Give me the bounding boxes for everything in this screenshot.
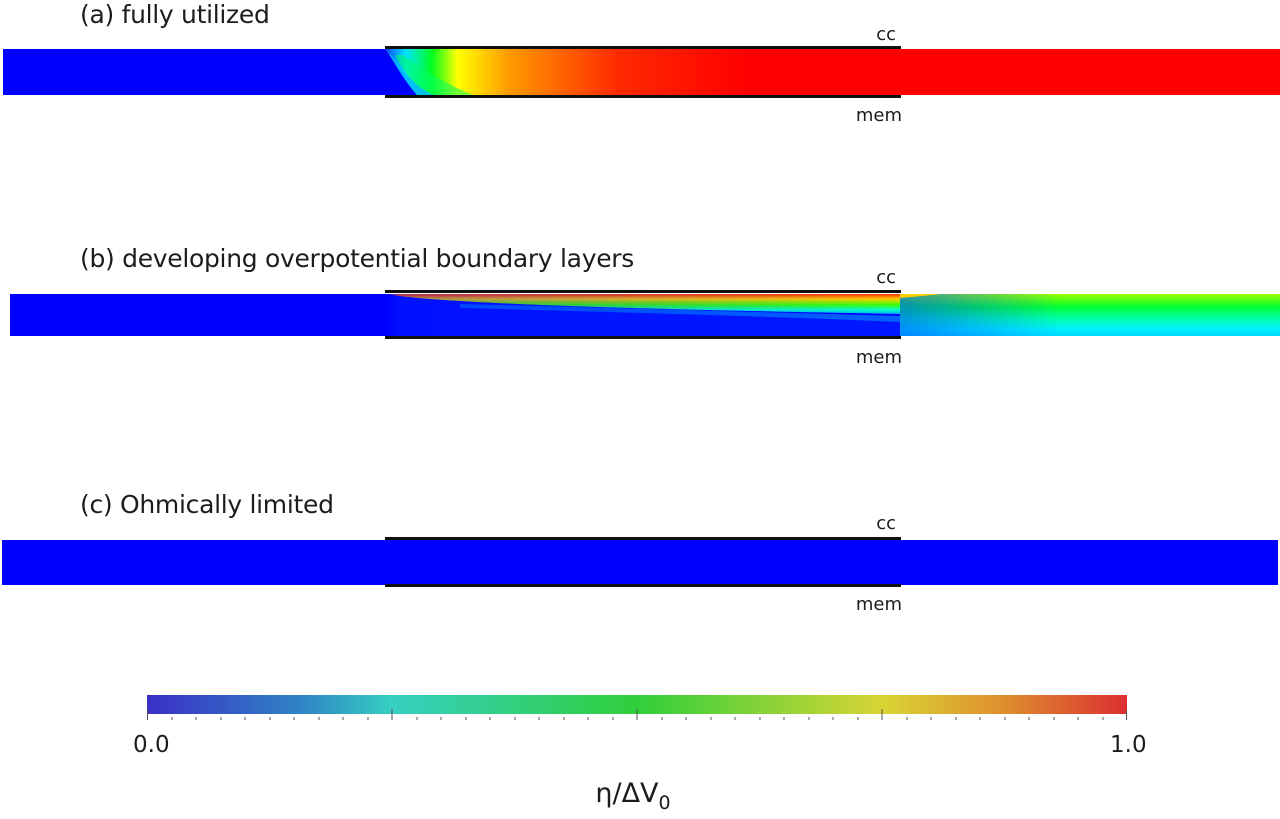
panel-b-cc-label: cc (876, 267, 896, 288)
panel-b-title: (b) developing overpotential boundary la… (80, 244, 634, 273)
colorbar-max-label: 1.0 (1110, 732, 1147, 758)
panel-b-field (10, 294, 1280, 336)
panel-b-cc-boundary (385, 290, 901, 293)
panel-b-mem-boundary (385, 336, 901, 339)
colorbar-ticks (147, 705, 1127, 720)
panel-c-cc-boundary (385, 537, 901, 540)
colorbar-min-label: 0.0 (133, 732, 170, 758)
panel-c-field (2, 540, 1278, 585)
panel-b-mem-label: mem (855, 347, 902, 368)
colorbar-title-main: η/ΔV (595, 778, 659, 809)
panel-a-cc-label: cc (876, 24, 896, 45)
panel-a-mem-label: mem (855, 105, 902, 126)
panel-a-field (3, 49, 1280, 95)
panel-c-mem-boundary (385, 584, 901, 587)
colorbar-title: η/ΔV0 (0, 778, 1266, 819)
panel-a-mem-boundary (385, 95, 901, 98)
panel-c-title: (c) Ohmically limited (80, 490, 334, 519)
panel-a-cc-boundary (385, 46, 901, 49)
panel-c-cc-label: cc (876, 513, 896, 534)
panel-a-title: (a) fully utilized (80, 0, 270, 29)
colorbar-title-subscript: 0 (658, 792, 671, 814)
panel-c-mem-label: mem (855, 594, 902, 615)
